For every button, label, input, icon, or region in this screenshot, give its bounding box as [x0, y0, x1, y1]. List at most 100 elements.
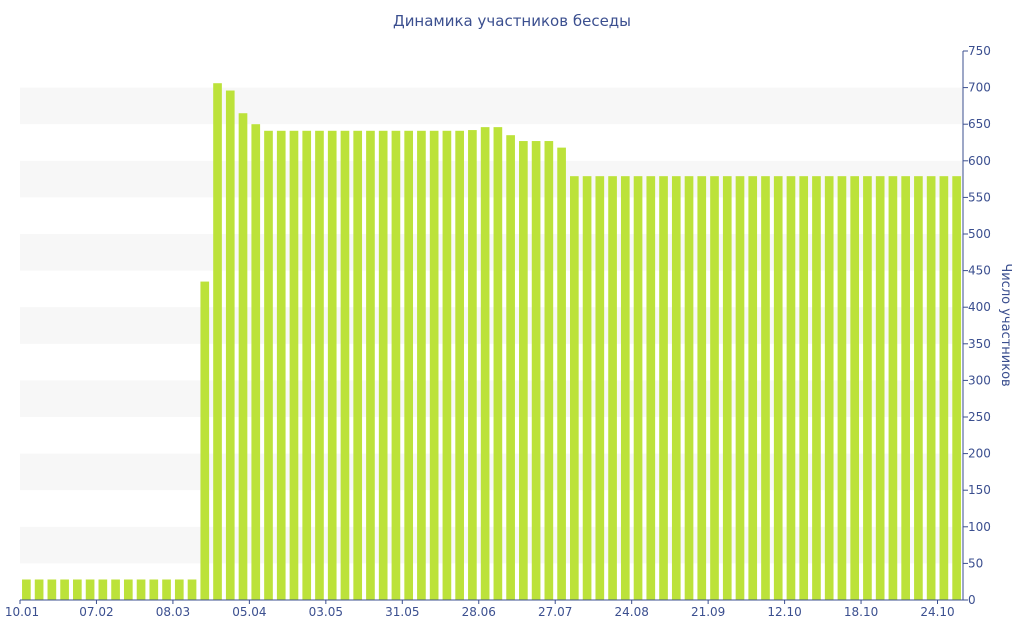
- x-tick-label: 24.08: [614, 605, 648, 619]
- y-tick-label: 700: [968, 81, 991, 95]
- bar: [812, 176, 821, 601]
- bar: [417, 130, 426, 601]
- bar: [327, 130, 337, 601]
- y-tick-label: 150: [968, 483, 991, 497]
- bar: [633, 176, 643, 601]
- bar: [570, 176, 579, 601]
- x-tick-label: 28.06: [462, 605, 496, 619]
- grid-band: [20, 234, 963, 271]
- bar: [123, 579, 133, 600]
- bar: [276, 130, 286, 601]
- bar: [926, 176, 936, 601]
- bar: [850, 176, 860, 601]
- bar: [136, 579, 146, 600]
- bar: [659, 176, 668, 601]
- bar: [455, 130, 464, 601]
- bar: [302, 130, 312, 601]
- y-tick-label: 250: [968, 410, 991, 424]
- y-tick-label: 0: [968, 593, 976, 607]
- bar: [162, 579, 171, 600]
- bar: [366, 130, 375, 601]
- bar: [939, 176, 949, 601]
- y-tick-label: 50: [968, 556, 983, 570]
- bar: [875, 176, 885, 601]
- bar: [187, 579, 197, 600]
- x-tick-label: 05.04: [232, 605, 266, 619]
- bar: [174, 579, 184, 600]
- bar: [837, 176, 847, 601]
- bar: [620, 176, 630, 601]
- bar: [531, 141, 541, 601]
- bar: [289, 130, 299, 601]
- bar: [582, 176, 592, 601]
- grid-bands: [20, 87, 963, 564]
- y-axis: 0 50 100 150 200 250 300 350 400 450 500 550 600 650 7…: [962, 44, 991, 607]
- bar: [506, 135, 515, 600]
- bar: [901, 176, 910, 601]
- grid-band: [20, 453, 963, 491]
- bar: [799, 176, 809, 601]
- bar: [863, 176, 872, 601]
- bar: [761, 176, 770, 601]
- y-tick-label: 600: [968, 154, 991, 168]
- bar: [149, 579, 159, 600]
- bar: [519, 141, 528, 601]
- x-tick-label: 18.10: [844, 605, 878, 619]
- bar: [595, 176, 605, 601]
- y-axis-title: Число участников: [998, 263, 1013, 386]
- x-tick-label: 03.05: [309, 605, 343, 619]
- chart-title: Динамика участников беседы: [392, 12, 632, 30]
- bar: [213, 83, 222, 600]
- x-tick-label: 24.10: [920, 605, 954, 619]
- y-tick-label: 350: [968, 337, 991, 351]
- x-tick-label: 31.05: [385, 605, 419, 619]
- bar: [735, 176, 745, 601]
- bar: [710, 176, 719, 601]
- y-tick-label: 400: [968, 300, 991, 314]
- bar: [238, 113, 248, 600]
- bar: [952, 176, 961, 601]
- bar: [111, 579, 120, 600]
- y-tick-label: 750: [968, 44, 991, 58]
- bar: [404, 130, 414, 601]
- bar: [378, 130, 388, 601]
- bar: [315, 130, 324, 601]
- bar: [544, 141, 554, 601]
- grid-band: [20, 87, 963, 125]
- bar: [340, 130, 350, 601]
- bar: [480, 127, 490, 600]
- bar: [85, 579, 95, 600]
- bar: [671, 176, 681, 601]
- y-tick-label: 200: [968, 447, 991, 461]
- y-tick-label: 650: [968, 117, 991, 131]
- bar: [468, 130, 477, 600]
- grid-band: [20, 160, 963, 198]
- bar: [60, 579, 69, 600]
- y-tick-label: 550: [968, 190, 991, 204]
- bar: [200, 281, 210, 600]
- y-tick-label: 100: [968, 520, 991, 534]
- bars: [22, 83, 961, 601]
- y-tick-label: 500: [968, 227, 991, 241]
- bar: [264, 130, 273, 601]
- y-tick-label: 450: [968, 264, 991, 278]
- bar: [824, 176, 834, 601]
- bar: [773, 176, 783, 601]
- bar: [557, 147, 566, 600]
- bar: [786, 176, 796, 601]
- bar: [225, 90, 235, 600]
- x-tick-label: 07.02: [79, 605, 113, 619]
- x-tick-label: 10.01: [5, 605, 39, 619]
- bar: [493, 127, 503, 600]
- bar: [888, 176, 898, 601]
- bar: [608, 176, 617, 601]
- bar: [914, 176, 923, 601]
- bar: [697, 176, 707, 601]
- x-tick-label: 12.10: [767, 605, 801, 619]
- grid-band: [20, 526, 963, 564]
- bar: [646, 176, 656, 601]
- bar: [353, 130, 363, 601]
- bar: [722, 176, 732, 601]
- bar: [98, 579, 108, 600]
